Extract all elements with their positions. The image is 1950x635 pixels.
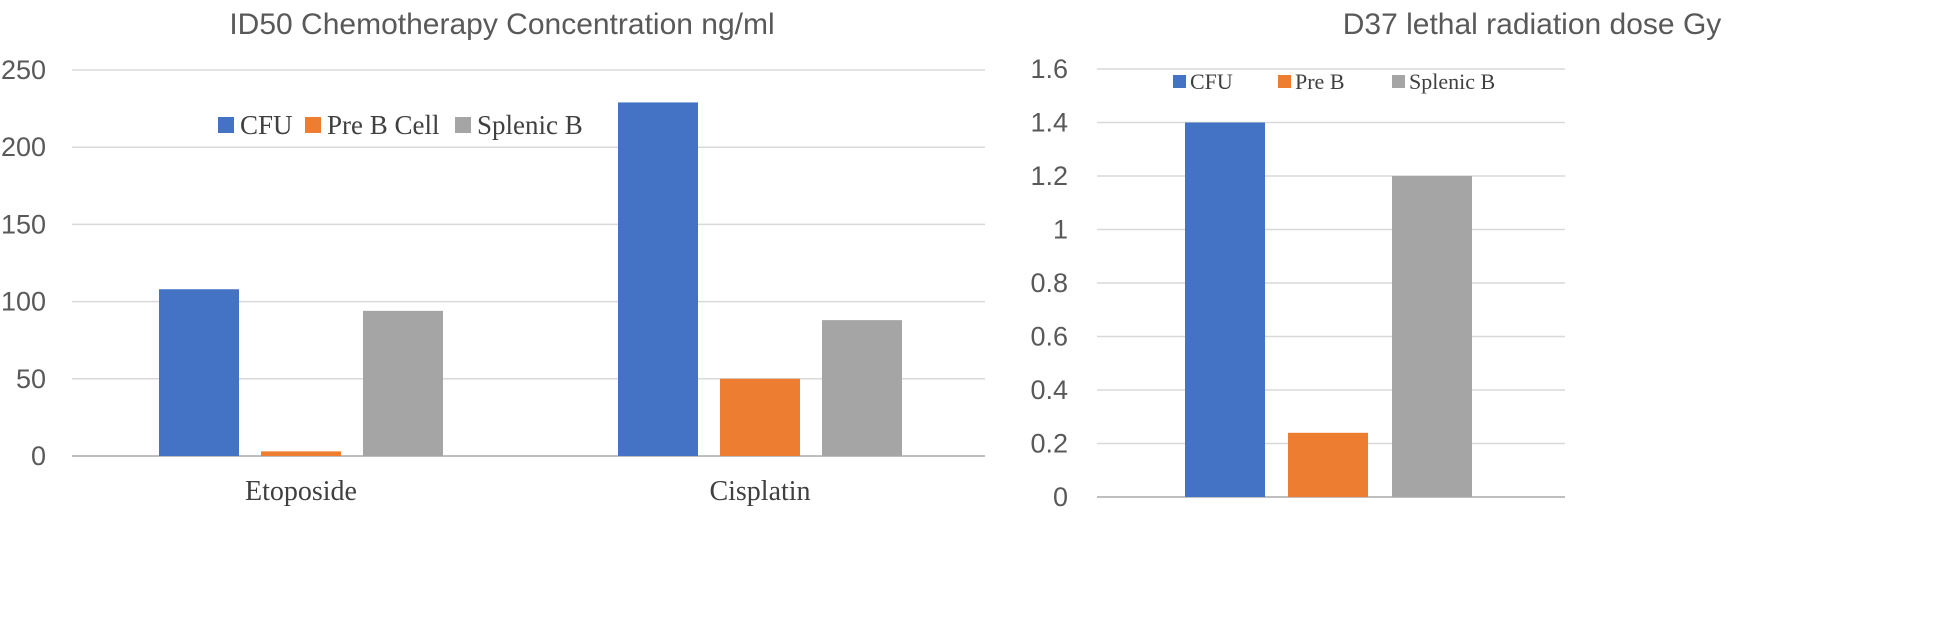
y-tick-label: 1.4 [1030, 108, 1068, 138]
legend-label: Pre B [1295, 69, 1345, 94]
y-tick-label: 250 [1, 55, 46, 85]
bar-splenic-b-cisplatin [822, 320, 902, 456]
legend-swatch [1392, 75, 1405, 88]
legend-label: Splenic B [477, 110, 583, 140]
bar-cfu-etoposide [159, 289, 239, 456]
y-tick-label: 1.6 [1030, 54, 1068, 84]
legend-label: Pre B Cell [327, 110, 440, 140]
legend: CFU Pre B Cell Splenic B [218, 110, 583, 140]
y-tick-label: 0.4 [1030, 375, 1068, 405]
bar-pre-b-cell-cisplatin [720, 378, 800, 456]
legend-swatch [1278, 75, 1291, 88]
x-tick-label: Cisplatin [709, 476, 810, 507]
legend-swatch [218, 117, 234, 133]
chart-chemotherapy-id50: ID50 Chemotherapy Concentration ng/ml 0 5… [1, 8, 985, 507]
bar-cfu [1185, 122, 1265, 497]
legend-label: CFU [1190, 69, 1233, 94]
bar-splenic-b-etoposide [363, 310, 443, 456]
chart-title: ID50 Chemotherapy Concentration ng/ml [229, 8, 774, 41]
y-tick-label: 1.2 [1030, 161, 1068, 191]
y-tick-label: 0.2 [1030, 429, 1068, 459]
y-tick-label: 0.8 [1030, 268, 1068, 298]
y-tick-label: 0.6 [1030, 322, 1068, 352]
legend-swatch [1173, 75, 1186, 88]
legend: CFU Pre B Splenic B [1173, 69, 1495, 94]
legend-swatch [455, 117, 471, 133]
chart-title: D37 lethal radiation dose Gy [1343, 8, 1722, 41]
bar-pre-b-cell-etoposide [261, 451, 341, 456]
y-tick-label: 1 [1053, 215, 1068, 245]
y-tick-label: 150 [1, 209, 46, 239]
y-tick-label: 0 [31, 441, 46, 471]
legend-swatch [305, 117, 321, 133]
y-tick-label: 100 [1, 287, 46, 317]
y-tick-label: 0 [1053, 482, 1068, 512]
x-tick-label: Etoposide [245, 476, 357, 507]
chart-radiation-d37: D37 lethal radiation dose Gy 0 0.2 0.4 0.6 0… [1030, 8, 1721, 512]
y-tick-label: 200 [1, 132, 46, 162]
bar-splenic-b [1392, 176, 1472, 497]
y-tick-label: 50 [16, 364, 46, 394]
bar-cfu-cisplatin [618, 102, 698, 456]
legend-label: Splenic B [1409, 69, 1495, 94]
legend-label: CFU [240, 110, 293, 140]
bar-pre-b [1288, 432, 1368, 497]
